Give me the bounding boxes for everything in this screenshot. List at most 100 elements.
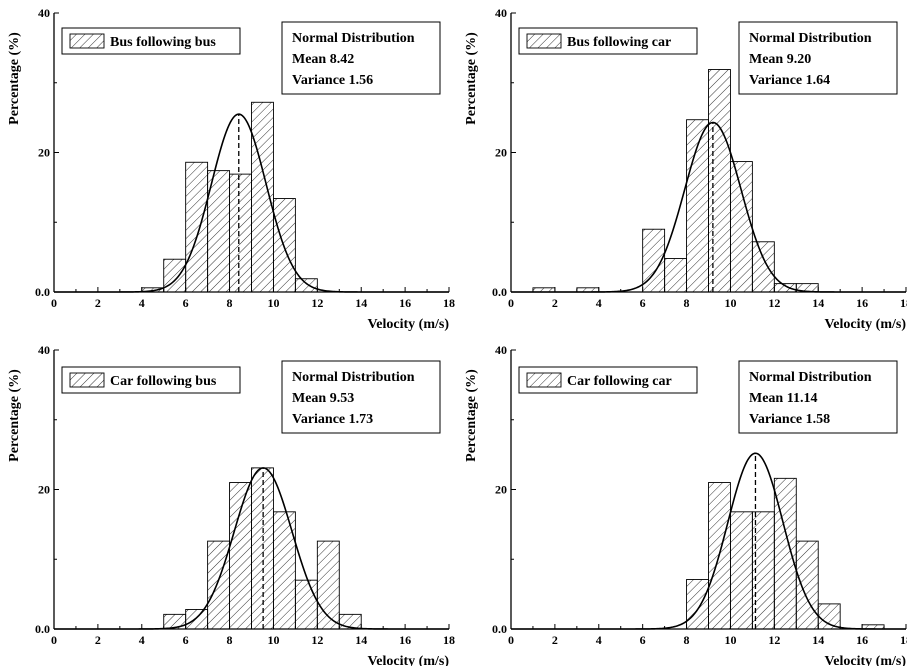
- legend-swatch: [69, 372, 105, 388]
- histogram-bar: [294, 579, 318, 630]
- panel-2: 0 2 4 6 8 10 12 14 16 18 0.0 20 40 Velocity (m/s) Perc…: [464, 6, 907, 332]
- x-tick-label: 18: [443, 296, 455, 310]
- histogram-bar: [708, 69, 731, 293]
- x-tick-label: 6: [640, 296, 646, 310]
- histogram-bar: [751, 241, 775, 293]
- legend-swatch: [526, 33, 562, 49]
- y-tick-label: 40: [38, 343, 50, 357]
- x-tick-label: 14: [355, 296, 367, 310]
- stats-line: Variance 1.64: [749, 73, 830, 88]
- stats-line: Mean 8.42: [292, 52, 354, 67]
- histogram-bar: [294, 278, 318, 293]
- x-tick-label: 10: [724, 296, 736, 310]
- x-tick-label: 4: [139, 296, 145, 310]
- legend-label: Car following car: [567, 374, 672, 389]
- y-tick-label: 0.0: [492, 285, 507, 299]
- y-tick-label: 40: [495, 6, 507, 20]
- histogram-bar: [795, 540, 819, 630]
- x-tick-label: 12: [311, 633, 323, 647]
- y-tick-label: 20: [38, 483, 50, 497]
- x-tick-label: 10: [267, 296, 279, 310]
- x-axis-title: Velocity (m/s): [367, 317, 449, 332]
- histogram-bar: [686, 579, 709, 630]
- y-tick-label: 40: [495, 343, 507, 357]
- stats-line: Variance 1.58: [749, 412, 830, 427]
- stats-line: Mean 9.20: [749, 52, 811, 67]
- y-tick-label: 0.0: [492, 622, 507, 636]
- x-tick-label: 8: [227, 633, 233, 647]
- x-tick-label: 0: [51, 633, 57, 647]
- histogram-bar: [185, 161, 209, 293]
- y-axis-title: Percentage (%): [464, 32, 479, 125]
- stats-box: [281, 21, 441, 95]
- x-tick-label: 18: [443, 633, 455, 647]
- legend-label: Bus following bus: [110, 35, 216, 50]
- x-tick-label: 2: [95, 296, 101, 310]
- x-tick-label: 18: [900, 296, 907, 310]
- x-tick-label: 8: [684, 296, 690, 310]
- legend-label: Car following bus: [110, 374, 217, 389]
- legend-swatch: [69, 33, 105, 49]
- histogram-bar: [664, 258, 688, 293]
- x-axis-title: Velocity (m/s): [824, 654, 906, 666]
- x-tick-label: 4: [139, 633, 145, 647]
- stats-line: Normal Distribution: [292, 31, 415, 46]
- x-tick-label: 0: [508, 296, 514, 310]
- histogram-bar: [729, 161, 753, 293]
- stats-line: Variance 1.73: [292, 412, 373, 427]
- x-tick-label: 16: [856, 633, 868, 647]
- x-tick-label: 16: [399, 296, 411, 310]
- x-tick-label: 6: [183, 296, 189, 310]
- x-axis-title: Velocity (m/s): [824, 317, 906, 332]
- y-tick-label: 0.0: [35, 285, 50, 299]
- stats-line: Variance 1.56: [292, 73, 373, 88]
- x-tick-label: 6: [640, 633, 646, 647]
- y-tick-label: 20: [38, 146, 50, 160]
- legend-label: Bus following car: [567, 35, 671, 50]
- x-tick-label: 12: [768, 296, 780, 310]
- histogram-bar: [229, 482, 252, 630]
- x-tick-label: 2: [552, 633, 558, 647]
- panel-3: 0 2 4 6 8 10 12 14 16 18 0.0 20 40 Velocity (m/s) Perc…: [7, 343, 455, 666]
- x-tick-label: 14: [812, 633, 824, 647]
- x-tick-label: 14: [355, 633, 367, 647]
- x-tick-label: 8: [684, 633, 690, 647]
- panel-4: 0 2 4 6 8 10 12 14 16 18 0.0 20 40 Velocity (m/s) Perc…: [464, 343, 907, 666]
- x-tick-label: 12: [311, 296, 323, 310]
- y-axis-title: Percentage (%): [7, 32, 22, 125]
- x-tick-label: 8: [227, 296, 233, 310]
- x-tick-label: 4: [596, 296, 602, 310]
- histogram-bar: [251, 467, 274, 630]
- panel-1: 0 2 4 6 8 10 12 14 16 18 0.0 20 40 Velocity (m/s) Perc…: [7, 6, 455, 332]
- x-tick-label: 4: [596, 633, 602, 647]
- x-tick-label: 12: [768, 633, 780, 647]
- x-tick-label: 18: [900, 633, 907, 647]
- stats-box: [738, 21, 898, 95]
- y-axis-title: Percentage (%): [464, 369, 479, 462]
- stats-line: Mean 11.14: [749, 391, 817, 406]
- histogram-bar: [185, 609, 209, 630]
- histogram-bar: [207, 540, 231, 630]
- y-tick-label: 20: [495, 483, 507, 497]
- histogram-bar: [729, 511, 753, 630]
- histogram-bar: [773, 283, 797, 293]
- legend-swatch: [526, 372, 562, 388]
- y-tick-label: 40: [38, 6, 50, 20]
- x-tick-label: 10: [267, 633, 279, 647]
- x-tick-label: 2: [552, 296, 558, 310]
- x-tick-label: 16: [856, 296, 868, 310]
- x-tick-label: 0: [51, 296, 57, 310]
- y-tick-label: 20: [495, 146, 507, 160]
- y-tick-label: 0.0: [35, 622, 50, 636]
- x-tick-label: 14: [812, 296, 824, 310]
- stats-line: Normal Distribution: [749, 370, 872, 385]
- x-tick-label: 10: [724, 633, 736, 647]
- histogram-bar: [229, 173, 252, 293]
- y-axis-title: Percentage (%): [7, 369, 22, 462]
- x-axis-title: Velocity (m/s): [367, 654, 449, 666]
- x-tick-label: 0: [508, 633, 514, 647]
- stats-box: [738, 360, 898, 434]
- stats-box: [281, 360, 441, 434]
- x-tick-label: 6: [183, 633, 189, 647]
